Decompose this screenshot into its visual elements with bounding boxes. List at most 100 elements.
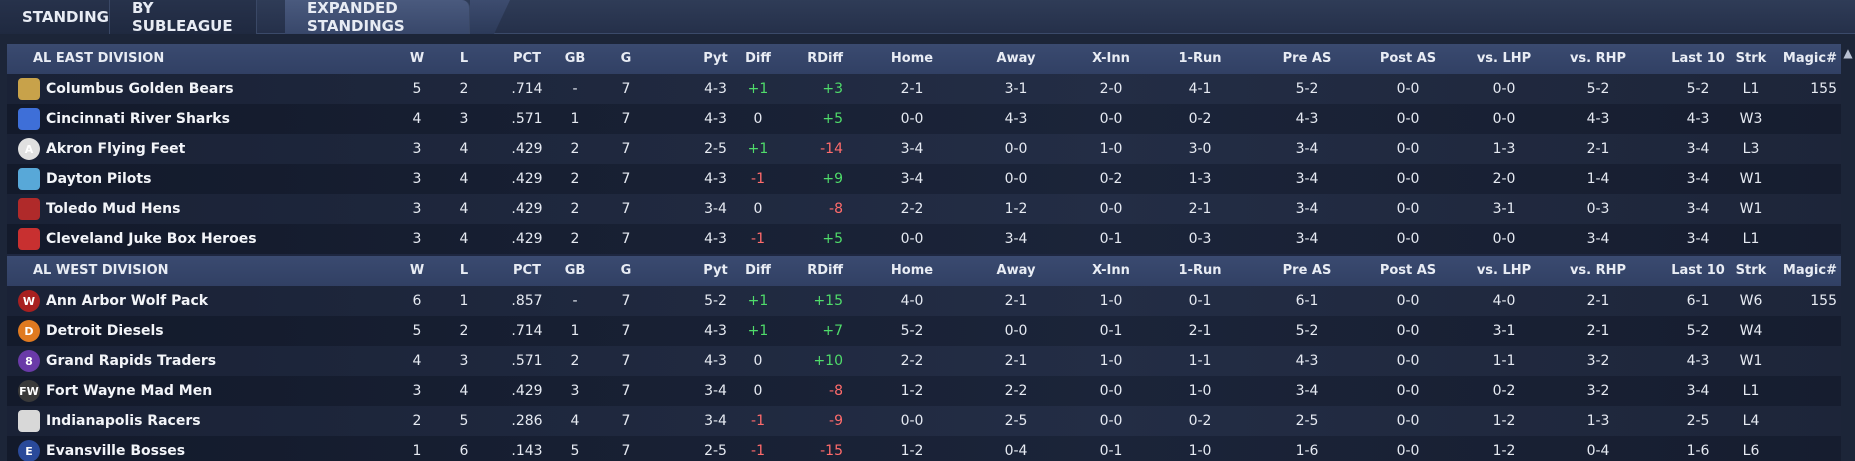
team-name[interactable]: Akron Flying Feet <box>46 141 186 157</box>
cell-vsrhp: 3-2 <box>1586 383 1610 399</box>
team-row[interactable]: Toledo Mud Hens 3 4 .429 2 7 3-4 0 -8 2-2 1-2 0-0 2-… <box>7 194 1841 224</box>
cell-xinn: 2-0 <box>1099 81 1123 97</box>
cell-pyt: 4-3 <box>704 111 727 127</box>
cell-magic <box>1779 134 1837 164</box>
cell-w: 4 <box>412 111 422 127</box>
fw-logo-icon: FW <box>18 380 40 402</box>
cell-vsrhp: 2-1 <box>1586 323 1610 339</box>
cell-pct: .857 <box>511 293 543 309</box>
cell-pyt: 4-3 <box>704 81 727 97</box>
letter-e-logo-icon: E <box>18 440 40 461</box>
cell-xinn: 0-0 <box>1099 111 1123 127</box>
team-row[interactable]: Cincinnati River Sharks 4 3 .571 1 7 4-3 0 +5 0-0… <box>7 104 1841 134</box>
team-name[interactable]: Cincinnati River Sharks <box>46 111 230 127</box>
column-header-strk: Strk <box>1735 263 1767 278</box>
team-name[interactable]: Cleveland Juke Box Heroes <box>46 231 257 247</box>
cell-away: 0-0 <box>1004 141 1028 157</box>
team-row[interactable]: Indianapolis Racers 2 5 .286 4 7 3-4 -1 -9 0-0 2-5… <box>7 406 1841 436</box>
cell-pyt: 4-3 <box>704 231 727 247</box>
cell-xinn: 0-0 <box>1099 201 1123 217</box>
tab-by-subleague[interactable]: BY SUBLEAGUE <box>110 0 257 35</box>
column-header-gb: GB <box>564 263 586 278</box>
team-row[interactable]: D Detroit Diesels 5 2 .714 1 7 4-3 +1 +7 5-2 0-0 0-1… <box>7 316 1841 346</box>
cell-pct: .429 <box>511 201 543 217</box>
cell-strk: L1 <box>1742 231 1760 247</box>
team-row[interactable]: Columbus Golden Bears 5 2 .714 - 7 4-3 +1 +3 2-1 3… <box>7 74 1841 104</box>
team-name[interactable]: Grand Rapids Traders <box>46 353 217 369</box>
column-header-strk: Strk <box>1735 51 1767 66</box>
team-row[interactable]: Cleveland Juke Box Heroes 3 4 .429 2 7 4-3 -1 +5… <box>7 224 1841 254</box>
column-header-g: G <box>620 263 632 278</box>
team-name[interactable]: Ann Arbor Wolf Pack <box>46 293 209 309</box>
cell-pct: .714 <box>511 323 543 339</box>
team-row[interactable]: A Akron Flying Feet 3 4 .429 2 7 2-5 +1 -14 3-4 0-0… <box>7 134 1841 164</box>
jukebox-logo-icon <box>18 228 40 250</box>
mud-hen-logo-icon <box>18 198 40 220</box>
team-name[interactable]: Columbus Golden Bears <box>46 81 234 97</box>
cell-gb: 2 <box>570 201 580 217</box>
column-header-w: W <box>409 263 425 278</box>
cell-w: 1 <box>412 443 422 459</box>
team-name[interactable]: Detroit Diesels <box>46 323 164 339</box>
cell-pyt: 3-4 <box>704 383 727 399</box>
cell-g: 7 <box>621 443 631 459</box>
column-header-magic: Magic# <box>1782 263 1837 278</box>
cell-onerun: 0-3 <box>1188 231 1212 247</box>
cell-home: 5-2 <box>900 323 924 339</box>
team-row[interactable]: W Ann Arbor Wolf Pack 6 1 .857 - 7 5-2 +1 +15 4-0 2… <box>7 286 1841 316</box>
cell-pct: .429 <box>511 231 543 247</box>
column-header-vslhp: vs. LHP <box>1476 51 1532 66</box>
team-name[interactable]: Toledo Mud Hens <box>46 201 181 217</box>
column-header-away: Away <box>996 263 1036 278</box>
cell-l: 3 <box>459 353 469 369</box>
cell-gb: - <box>572 293 578 309</box>
letter-d-logo-icon: D <box>18 320 40 342</box>
cell-last10: 3-4 <box>1686 201 1710 217</box>
tab-standings[interactable]: STANDINGS <box>0 0 120 34</box>
column-header-diff: Diff <box>745 51 771 66</box>
team-row[interactable]: Dayton Pilots 3 4 .429 2 7 4-3 -1 +9 3-4 0-0 0-2 1-3… <box>7 164 1841 194</box>
team-row[interactable]: FW Fort Wayne Mad Men 3 4 .429 3 7 3-4 0 -8 1-2 2-2… <box>7 376 1841 406</box>
cell-pct: .571 <box>511 111 543 127</box>
cell-away: 2-2 <box>1004 383 1028 399</box>
team-row[interactable]: 8 Grand Rapids Traders 4 3 .571 2 7 4-3 0 +10 2-2 2… <box>7 346 1841 376</box>
cell-vsrhp: 5-2 <box>1586 81 1610 97</box>
cell-w: 5 <box>412 81 422 97</box>
division-name: AL EAST DIVISION <box>33 51 165 66</box>
cell-w: 3 <box>412 383 422 399</box>
team-name[interactable]: Indianapolis Racers <box>46 413 201 429</box>
cell-magic <box>1779 436 1837 461</box>
cell-home: 4-0 <box>900 293 924 309</box>
cell-home: 3-4 <box>900 171 924 187</box>
pilots-logo-icon <box>18 168 40 190</box>
cell-diff: -1 <box>751 443 765 459</box>
cell-postas: 0-0 <box>1396 201 1420 217</box>
cell-magic <box>1779 164 1837 194</box>
cell-g: 7 <box>621 171 631 187</box>
cell-diff: 0 <box>753 201 763 217</box>
cell-vslhp: 1-2 <box>1492 413 1516 429</box>
scroll-up-icon[interactable]: ▲ <box>1843 46 1853 60</box>
cell-gb: 5 <box>570 443 580 459</box>
cell-pyt: 3-4 <box>704 413 727 429</box>
cell-away: 0-0 <box>1004 323 1028 339</box>
cell-gb: 2 <box>570 353 580 369</box>
cell-vslhp: 0-0 <box>1492 231 1516 247</box>
cell-w: 6 <box>412 293 422 309</box>
cell-vslhp: 1-1 <box>1492 353 1516 369</box>
cell-xinn: 0-2 <box>1099 171 1123 187</box>
team-name[interactable]: Evansville Bosses <box>46 443 186 459</box>
cell-away: 0-0 <box>1004 171 1028 187</box>
team-name[interactable]: Fort Wayne Mad Men <box>46 383 213 399</box>
cell-pct: .714 <box>511 81 543 97</box>
cell-home: 0-0 <box>900 231 924 247</box>
cell-last10: 4-3 <box>1686 353 1710 369</box>
team-row[interactable]: E Evansville Bosses 1 6 .143 5 7 2-5 -1 -15 1-2 0-4… <box>7 436 1841 461</box>
team-name[interactable]: Dayton Pilots <box>46 171 152 187</box>
column-header-vsrhp: vs. RHP <box>1569 51 1627 66</box>
column-header-rdiff: RDiff <box>807 51 843 66</box>
tab-expanded-standings[interactable]: EXPANDED STANDINGS <box>285 0 470 35</box>
letter-a-logo-icon: A <box>18 138 40 160</box>
cell-gb: 2 <box>570 171 580 187</box>
cell-xinn: 1-0 <box>1099 293 1123 309</box>
